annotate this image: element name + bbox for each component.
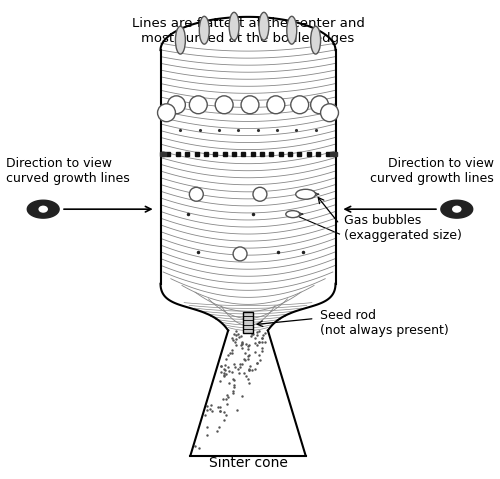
Ellipse shape: [215, 96, 233, 114]
Ellipse shape: [158, 104, 176, 122]
Ellipse shape: [287, 16, 296, 44]
Ellipse shape: [310, 96, 328, 114]
Ellipse shape: [176, 26, 186, 54]
Ellipse shape: [291, 96, 308, 114]
Bar: [243, 311, 253, 333]
Polygon shape: [441, 200, 472, 218]
Ellipse shape: [259, 12, 269, 40]
Text: Direction to view
curved growth lines: Direction to view curved growth lines: [370, 158, 494, 185]
Ellipse shape: [200, 16, 209, 44]
Text: Gas bubbles
(exaggerated size): Gas bubbles (exaggerated size): [344, 214, 463, 242]
Text: Direction to view
curved growth lines: Direction to view curved growth lines: [6, 158, 130, 185]
Ellipse shape: [241, 96, 259, 114]
Ellipse shape: [229, 12, 239, 40]
Text: Seed rod
(not always present): Seed rod (not always present): [320, 308, 448, 337]
Ellipse shape: [190, 187, 203, 201]
Ellipse shape: [310, 26, 320, 54]
Ellipse shape: [320, 104, 338, 122]
Ellipse shape: [190, 96, 207, 114]
Ellipse shape: [296, 189, 316, 199]
Ellipse shape: [267, 96, 285, 114]
Ellipse shape: [168, 96, 186, 114]
Ellipse shape: [253, 187, 267, 201]
Text: Lines are flattest at the center and
most curved at the boule edges: Lines are flattest at the center and mos…: [132, 17, 364, 46]
Ellipse shape: [233, 247, 247, 261]
Text: Sinter cone: Sinter cone: [208, 456, 288, 469]
Polygon shape: [28, 200, 59, 218]
Ellipse shape: [452, 205, 462, 213]
Ellipse shape: [286, 211, 300, 217]
Ellipse shape: [38, 205, 48, 213]
